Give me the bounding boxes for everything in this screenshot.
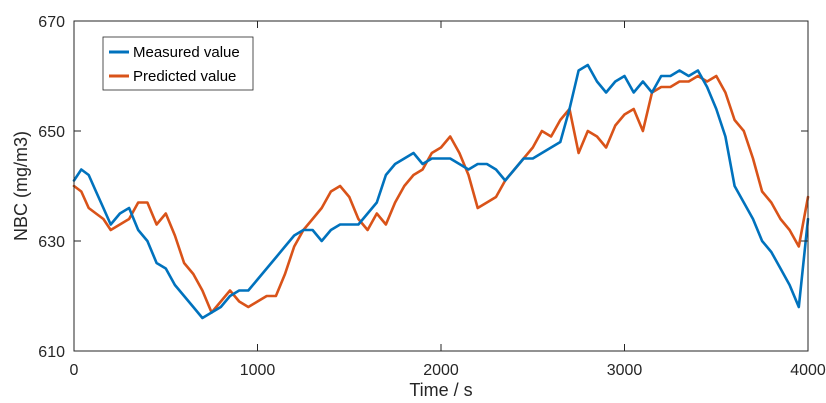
x-tick-label: 3000 bbox=[607, 362, 643, 379]
y-axis-label: NBC (mg/m3) bbox=[11, 131, 31, 241]
y-tick-label: 650 bbox=[38, 124, 65, 141]
y-tick-label: 670 bbox=[38, 14, 65, 31]
legend: Measured value Predicted value bbox=[102, 36, 254, 91]
legend-label-measured: Measured value bbox=[133, 44, 240, 61]
y-axis-ticks: 610 630 650 670 bbox=[38, 14, 808, 361]
y-tick-label: 630 bbox=[38, 234, 65, 251]
x-axis-ticks: 0 1000 2000 3000 4000 bbox=[70, 21, 826, 379]
legend-label-predicted: Predicted value bbox=[133, 68, 236, 85]
series-line-predicted bbox=[72, 74, 810, 314]
x-tick-label: 4000 bbox=[790, 362, 826, 379]
x-tick-label: 1000 bbox=[240, 362, 276, 379]
plot-lines bbox=[72, 63, 810, 320]
y-tick-label: 610 bbox=[38, 344, 65, 361]
x-tick-label: 2000 bbox=[423, 362, 459, 379]
series-line-measured bbox=[72, 63, 810, 320]
legend-box bbox=[102, 36, 254, 91]
x-axis-label: Time / s bbox=[409, 380, 472, 400]
x-tick-label: 0 bbox=[70, 362, 79, 379]
